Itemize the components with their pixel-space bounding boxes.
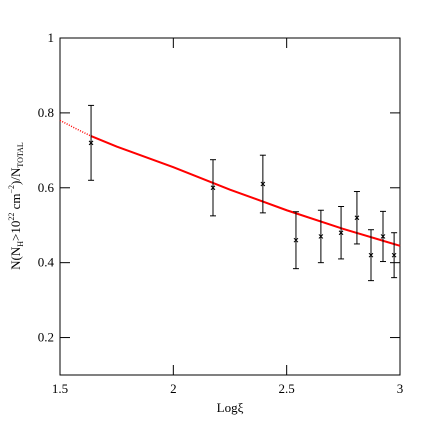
data-point — [210, 185, 216, 191]
y-label-part: N(N — [8, 246, 23, 270]
x-axis-label: Logξ — [217, 400, 244, 415]
y-axis-label: N(NH>1022 cm−2)/NTOTAL — [7, 142, 25, 270]
data-point — [293, 237, 299, 243]
y-label-part: H — [16, 241, 25, 247]
y-label-part: cm — [8, 193, 23, 212]
data-point — [88, 140, 94, 146]
x-tick-label: 2.5 — [279, 381, 295, 396]
fit-curve — [90, 135, 401, 247]
data-point — [391, 252, 397, 258]
y-tick-label: 0.6 — [38, 180, 55, 195]
data-point — [318, 234, 324, 239]
y-label-part: TOTAL — [16, 142, 25, 168]
fit-curve — [59, 119, 92, 137]
y-label-part: 22 — [7, 213, 16, 221]
data-point — [380, 234, 386, 239]
y-tick-label: 0.8 — [38, 105, 54, 120]
y-tick-label: 0.4 — [38, 255, 55, 270]
y-label-part: −2 — [7, 185, 16, 194]
data-point — [338, 230, 344, 236]
y-label-part: >10 — [8, 221, 23, 241]
x-tick-label: 2 — [170, 381, 177, 396]
data-point — [354, 215, 360, 221]
x-tick-label: 3 — [397, 381, 404, 396]
data-point — [260, 181, 266, 187]
x-tick-label: 1.5 — [52, 381, 68, 396]
data-point — [368, 252, 374, 258]
plot-frame — [59, 37, 401, 376]
y-tick-label: 1 — [48, 30, 55, 45]
y-tick-label: 0.2 — [38, 330, 54, 345]
y-label-part: )/N — [8, 167, 23, 185]
